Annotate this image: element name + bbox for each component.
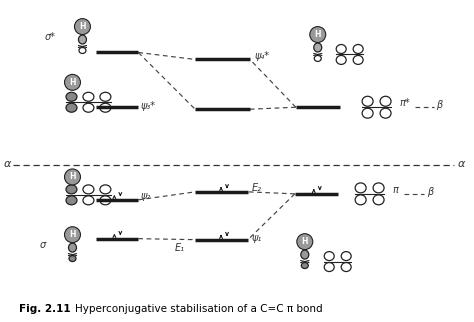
Text: E₁: E₁: [175, 242, 185, 253]
Ellipse shape: [66, 196, 77, 205]
Text: H: H: [301, 237, 308, 246]
Ellipse shape: [380, 108, 391, 118]
Text: π*: π*: [400, 98, 410, 108]
Ellipse shape: [69, 243, 76, 252]
Circle shape: [297, 234, 313, 250]
Ellipse shape: [100, 185, 111, 194]
Ellipse shape: [69, 256, 76, 261]
Text: β: β: [437, 100, 443, 110]
Text: ψ₄*: ψ₄*: [255, 52, 270, 62]
Ellipse shape: [355, 183, 366, 193]
Text: α: α: [4, 159, 11, 169]
Ellipse shape: [355, 195, 366, 205]
Ellipse shape: [66, 185, 77, 194]
Circle shape: [64, 169, 81, 185]
Circle shape: [64, 227, 81, 243]
Ellipse shape: [324, 262, 334, 271]
Ellipse shape: [79, 47, 86, 53]
Text: H: H: [315, 30, 321, 39]
Text: π: π: [392, 185, 399, 195]
Circle shape: [74, 19, 91, 34]
Ellipse shape: [66, 92, 77, 101]
Ellipse shape: [362, 96, 373, 106]
Text: Fig. 2.11: Fig. 2.11: [18, 304, 70, 314]
Ellipse shape: [301, 262, 308, 269]
Text: E₂: E₂: [252, 183, 262, 193]
Ellipse shape: [341, 251, 351, 260]
Ellipse shape: [380, 96, 391, 106]
Circle shape: [310, 27, 326, 43]
Ellipse shape: [83, 103, 94, 112]
Ellipse shape: [336, 55, 346, 64]
Ellipse shape: [301, 250, 309, 259]
Ellipse shape: [66, 103, 77, 112]
Ellipse shape: [100, 92, 111, 101]
Ellipse shape: [314, 43, 322, 52]
Ellipse shape: [353, 44, 363, 53]
Ellipse shape: [373, 195, 384, 205]
Text: H: H: [79, 22, 86, 31]
Ellipse shape: [83, 196, 94, 205]
Ellipse shape: [362, 108, 373, 118]
Ellipse shape: [83, 92, 94, 101]
Text: β: β: [428, 187, 434, 197]
Text: H: H: [69, 172, 76, 181]
Text: σ*: σ*: [45, 32, 56, 42]
Ellipse shape: [100, 103, 111, 112]
Ellipse shape: [336, 44, 346, 53]
Ellipse shape: [353, 55, 363, 64]
Circle shape: [64, 74, 81, 90]
Ellipse shape: [373, 183, 384, 193]
Ellipse shape: [314, 55, 321, 62]
Ellipse shape: [83, 185, 94, 194]
Text: Hyperconjugative stabilisation of a C=C π bond: Hyperconjugative stabilisation of a C=C …: [75, 304, 323, 314]
Text: ψ₁: ψ₁: [252, 233, 262, 243]
Text: ψ₂: ψ₂: [140, 191, 151, 201]
Text: ψ₃*: ψ₃*: [140, 101, 155, 111]
Text: H: H: [69, 78, 76, 87]
Text: H: H: [69, 230, 76, 239]
Text: σ: σ: [39, 240, 46, 250]
Ellipse shape: [341, 262, 351, 271]
Text: α: α: [458, 159, 465, 169]
Ellipse shape: [100, 196, 111, 205]
Ellipse shape: [324, 251, 334, 260]
Ellipse shape: [79, 35, 86, 44]
